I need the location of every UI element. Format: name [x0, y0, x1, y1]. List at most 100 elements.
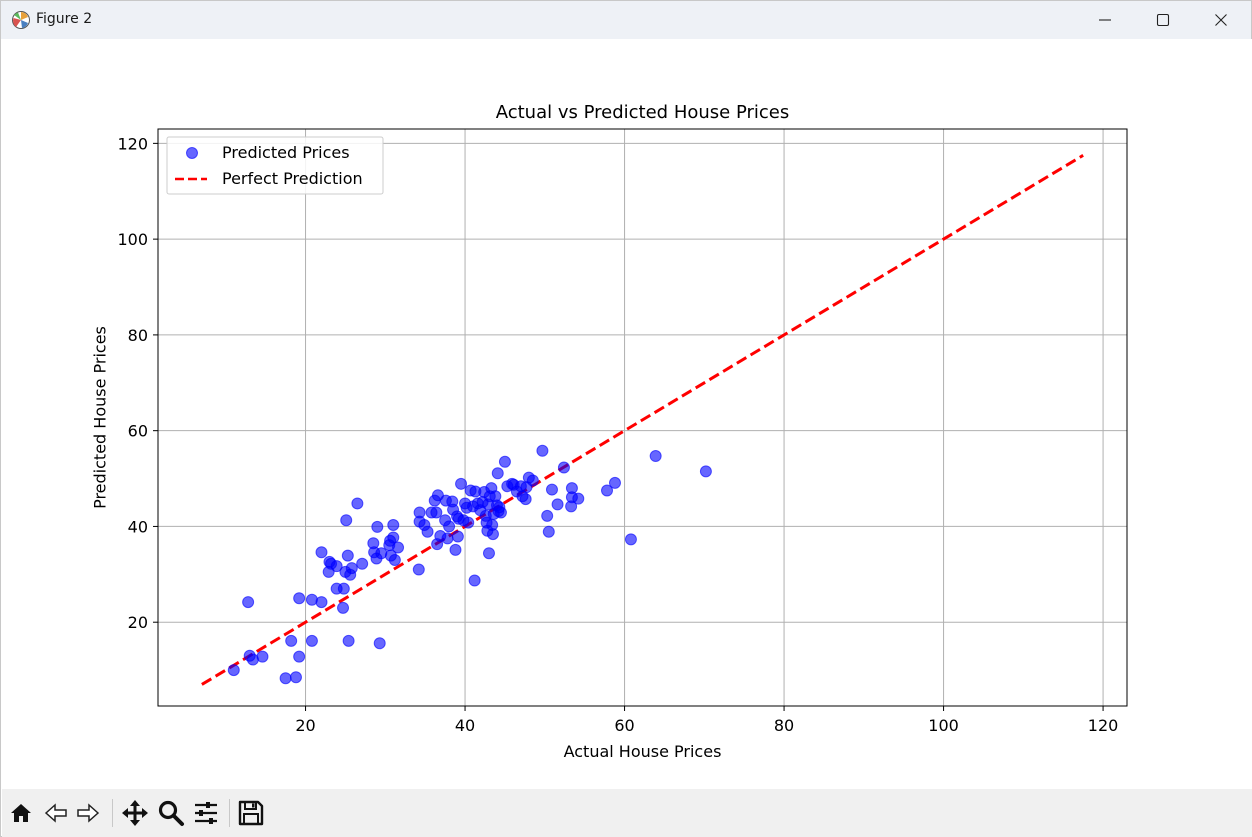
scatter-point — [285, 634, 298, 647]
scatter-point — [451, 530, 464, 543]
y-tick-label: 120 — [117, 134, 148, 153]
scatter-point — [699, 465, 712, 478]
scatter-point — [565, 482, 578, 495]
scatter-point — [551, 498, 564, 511]
legend-label-perfect: Perfect Prediction — [222, 169, 363, 188]
scatter-point — [449, 543, 462, 556]
scatter-point — [337, 582, 350, 595]
minimize-icon — [1099, 19, 1111, 21]
maximize-button[interactable] — [1134, 1, 1192, 39]
forward-button[interactable] — [72, 797, 104, 829]
scatter-point — [342, 634, 355, 647]
save-icon — [238, 800, 264, 826]
scatter-point — [421, 525, 434, 538]
scatter-point — [542, 525, 555, 538]
scatter-point — [498, 455, 511, 468]
scatter-point — [341, 549, 354, 562]
scatter-point — [373, 637, 386, 650]
scatter-point — [293, 650, 306, 663]
x-tick-label: 60 — [614, 716, 634, 735]
scatter-point — [541, 509, 554, 522]
legend-scatter-marker — [186, 147, 198, 159]
title-bar[interactable]: Figure 2 — [1, 1, 1251, 39]
minimize-button[interactable] — [1076, 1, 1134, 39]
scatter-point — [387, 518, 400, 531]
scatter-point — [491, 467, 504, 480]
scatter-point — [392, 541, 405, 554]
scatter-point — [536, 444, 549, 457]
y-tick-label: 40 — [128, 517, 148, 536]
scatter-point — [526, 474, 539, 487]
scatter-point — [340, 514, 353, 527]
scatter-point — [315, 546, 328, 559]
scatter-point — [227, 664, 240, 677]
x-tick-label: 100 — [928, 716, 959, 735]
scatter-point — [371, 520, 384, 533]
scatter-point — [649, 450, 662, 463]
save-button[interactable] — [235, 797, 267, 829]
y-tick-label: 100 — [117, 230, 148, 249]
scatter-points — [227, 444, 712, 685]
home-button[interactable] — [5, 797, 37, 829]
scatter-point — [441, 532, 454, 545]
close-icon — [1215, 14, 1227, 26]
scatter-point — [351, 497, 364, 510]
x-tick-label: 120 — [1088, 716, 1119, 735]
scatter-point — [494, 506, 507, 519]
scatter-point — [315, 596, 328, 609]
pan-button[interactable] — [119, 797, 151, 829]
scatter-point — [486, 528, 499, 541]
scatter-point — [572, 492, 585, 505]
x-tick-label: 20 — [295, 716, 315, 735]
scatter-point — [557, 461, 570, 474]
scatter-point — [455, 477, 468, 490]
scatter-point — [601, 484, 614, 497]
navigation-toolbar — [2, 789, 1252, 837]
scatter-point — [242, 596, 255, 609]
scatter-point — [356, 557, 369, 570]
x-tick-label: 80 — [774, 716, 794, 735]
perfect-prediction-line-path — [201, 154, 1084, 686]
perfect-prediction-line — [201, 154, 1084, 686]
scatter-point — [430, 506, 443, 519]
scatter-point — [624, 533, 637, 546]
back-arrow-icon — [44, 803, 67, 823]
y-tick-label: 60 — [128, 422, 148, 441]
pan-icon — [122, 800, 148, 826]
scatter-point — [443, 520, 456, 533]
close-button[interactable] — [1192, 1, 1250, 39]
scatter-chart: 20 40 60 80 100 120 20 40 60 80 100 120 Actual vs P… — [91, 102, 1128, 761]
scatter-point — [345, 562, 358, 575]
scatter-point — [330, 560, 343, 573]
scatter-point — [289, 671, 302, 684]
maximize-icon — [1156, 13, 1170, 27]
forward-arrow-icon — [77, 803, 100, 823]
scatter-point — [337, 601, 350, 614]
configure-subplots-button[interactable] — [190, 797, 222, 829]
chart-title: Actual vs Predicted House Prices — [496, 102, 790, 123]
scatter-point — [545, 483, 558, 496]
legend-label-predicted: Predicted Prices — [222, 143, 350, 162]
toolbar-separator — [229, 799, 230, 827]
configure-subplots-icon — [195, 802, 217, 824]
x-axis-label: Actual House Prices — [564, 742, 722, 761]
window-title: Figure 2 — [36, 11, 93, 27]
scatter-point — [608, 476, 621, 489]
grid-lines — [158, 129, 1127, 706]
zoom-button[interactable] — [155, 797, 187, 829]
scatter-point — [519, 493, 532, 506]
scatter-point — [388, 553, 401, 566]
back-button[interactable] — [40, 797, 72, 829]
scatter-point — [256, 650, 269, 663]
axis-ticks: 20 40 60 80 100 120 20 40 60 80 100 120 — [117, 134, 1118, 735]
scatter-point — [293, 592, 306, 605]
figure-canvas[interactable]: 20 40 60 80 100 120 20 40 60 80 100 120 Actual vs P… — [2, 39, 1252, 789]
scatter-point — [468, 574, 481, 587]
y-axis-label: Predicted House Prices — [91, 326, 110, 509]
y-tick-label: 80 — [128, 326, 148, 345]
zoom-icon — [158, 800, 184, 826]
scatter-point — [462, 516, 475, 529]
scatter-point — [387, 531, 400, 544]
scatter-point — [482, 547, 495, 560]
